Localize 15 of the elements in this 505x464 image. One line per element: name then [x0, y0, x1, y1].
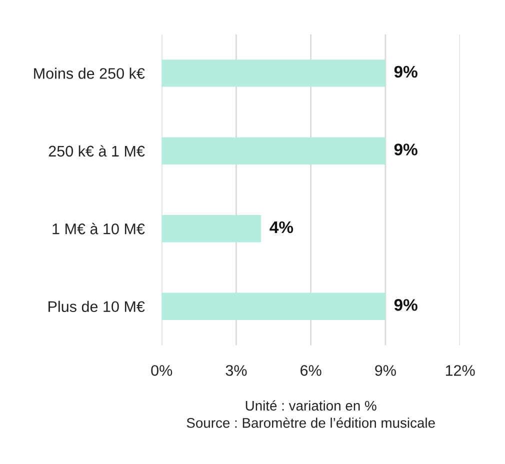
data-label: 9% — [394, 299, 418, 311]
y-tick-label: Moins de 250 k€ — [34, 68, 145, 79]
source-note: Source : Baromètre de l’édition musicale — [186, 417, 435, 428]
y-tick-label: Plus de 10 M€ — [48, 300, 145, 312]
data-label: 4% — [270, 221, 294, 234]
x-tick-label: 9% — [375, 365, 396, 376]
x-tick-label: 6% — [300, 365, 322, 376]
x-tick-label: 0% — [151, 365, 172, 376]
y-tick-label: 1 M€ à 10 M€ — [52, 222, 145, 234]
y-tick-label: 250 k€ à 1 M€ — [48, 145, 145, 157]
x-tick-label: 3% — [226, 365, 247, 376]
x-tick-label: 12% — [446, 365, 475, 376]
data-label: 9% — [394, 144, 418, 156]
text: Unité : variation en % — [246, 400, 376, 411]
data-label: 9% — [394, 66, 418, 78]
